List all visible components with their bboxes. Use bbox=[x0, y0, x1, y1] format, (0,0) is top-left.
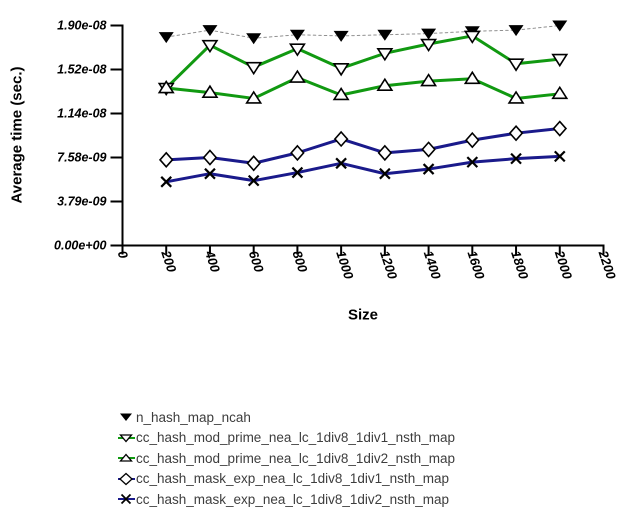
x-marker-icon bbox=[466, 156, 479, 168]
x-tick-label: 2200 bbox=[595, 248, 619, 282]
triangle-up-open-marker-icon bbox=[551, 85, 569, 100]
series-line-n_hash_map_ncah bbox=[165, 25, 561, 39]
x-tick-label: 1600 bbox=[464, 249, 487, 282]
x-tick-label: 1200 bbox=[377, 249, 400, 282]
triangle-down-filled-marker-icon bbox=[421, 28, 437, 40]
x-tick-label: 0 bbox=[115, 249, 132, 261]
y-tick-label: 3.79e-09 bbox=[57, 195, 106, 209]
x-marker-icon bbox=[247, 174, 260, 187]
diamond-open-marker-icon bbox=[246, 155, 261, 172]
diamond-open-marker-icon bbox=[465, 131, 480, 149]
triangle-down-filled-marker-icon bbox=[246, 33, 262, 45]
x-marker-icon bbox=[422, 163, 435, 175]
y-tick-label: 7.58e-09 bbox=[57, 151, 106, 165]
triangle-down-open-marker-icon bbox=[245, 61, 263, 76]
diamond-open-marker-icon bbox=[202, 149, 218, 166]
triangle-up-open-marker-icon bbox=[332, 86, 350, 101]
x-marker-icon bbox=[553, 150, 566, 163]
triangle-up-open-marker-icon bbox=[376, 77, 394, 92]
y-tick-label: 1.90e-08 bbox=[57, 19, 106, 33]
triangle-down-filled-marker-icon bbox=[289, 29, 305, 41]
triangle-up-open-marker-icon bbox=[288, 69, 306, 83]
triangle-down-filled-marker-icon bbox=[202, 25, 218, 37]
triangle-down-open-marker-icon bbox=[420, 38, 438, 53]
legend-label: cc_hash_mask_exp_nea_lc_1div8_1div2_nsth… bbox=[136, 491, 449, 507]
x-tick-label: 200 bbox=[158, 248, 180, 275]
x-tick-label: 800 bbox=[290, 249, 311, 275]
x-tick-label: 1400 bbox=[421, 249, 444, 282]
triangle-up-open-marker-icon bbox=[245, 90, 263, 104]
x-tick-label: 2000 bbox=[552, 248, 576, 282]
triangle-up-open-marker-icon bbox=[420, 73, 438, 87]
triangle-down-open-marker-icon bbox=[376, 47, 394, 62]
triangle-down-open-marker-icon bbox=[463, 30, 481, 44]
legend-diamond-open-icon bbox=[118, 472, 135, 486]
triangle-down-open-marker-icon bbox=[332, 63, 350, 77]
chart-plot-area: 0.00e+00 3.79e-09 7.58e-09 1.14e-08 1.52e-08… bbox=[54, 19, 619, 282]
diamond-open-marker-icon bbox=[421, 141, 436, 158]
diamond-open-marker-icon bbox=[377, 144, 393, 162]
legend-label: cc_hash_mod_prime_nea_lc_1div8_1div2_nst… bbox=[136, 450, 455, 466]
y-tick-label: 1.52e-08 bbox=[57, 63, 106, 77]
x-tick-label: 600 bbox=[246, 249, 267, 275]
triangle-down-open-marker-icon bbox=[288, 43, 306, 57]
triangle-up-open-marker-icon bbox=[201, 84, 219, 98]
legend-label: n_hash_map_ncah bbox=[136, 409, 251, 425]
series-line-cc_hash_mask_exp_nea_lc_1div8_1div2_nsth_map bbox=[164, 154, 562, 184]
diamond-open-marker-icon bbox=[333, 130, 349, 148]
legend-item: cc_hash_mask_exp_nea_lc_1div8_1div2_nsth… bbox=[118, 489, 455, 510]
triangle-up-open-marker-icon bbox=[507, 90, 525, 104]
x-marker-icon bbox=[160, 176, 173, 188]
x-marker-icon bbox=[510, 152, 522, 165]
triangle-down-filled-marker-icon bbox=[333, 30, 349, 42]
y-tick-label: 0.00e+00 bbox=[54, 239, 107, 253]
x-marker-icon bbox=[204, 167, 216, 180]
triangle-down-open-marker-icon bbox=[551, 53, 569, 68]
legend: n_hash_map_ncah cc_hash_mod_prime_nea_lc_… bbox=[118, 407, 455, 510]
legend-item: cc_hash_mask_exp_nea_lc_1div8_1div1_nsth… bbox=[118, 469, 455, 490]
triangle-up-open-marker-icon bbox=[463, 70, 481, 85]
series-line-cc_hash_mod_prime_nea_lc_1div8_1div1_nsth_map bbox=[164, 34, 562, 90]
y-tick-label: 1.14e-08 bbox=[57, 107, 106, 121]
legend-item: cc_hash_mod_prime_nea_lc_1div8_1div2_nst… bbox=[118, 448, 455, 469]
triangle-down-open-marker-icon bbox=[201, 39, 219, 54]
legend-item: cc_hash_mod_prime_nea_lc_1div8_1div1_nst… bbox=[118, 428, 455, 449]
y-axis-title: Average time (sec.) bbox=[8, 66, 26, 204]
series-line-cc_hash_mod_prime_nea_lc_1div8_1div2_nsth_map bbox=[164, 76, 562, 100]
series-line-cc_hash_mask_exp_nea_lc_1div8_1div1_nsth_map bbox=[164, 127, 562, 165]
triangle-down-filled-marker-icon bbox=[508, 25, 524, 37]
triangle-down-filled-marker-icon bbox=[377, 29, 393, 41]
triangle-up-open-marker-icon bbox=[157, 80, 175, 94]
legend-x-icon bbox=[118, 494, 135, 505]
diamond-open-marker-icon bbox=[552, 120, 568, 137]
x-marker-icon bbox=[335, 157, 347, 170]
x-tick-label: 1800 bbox=[508, 249, 531, 282]
legend-label: cc_hash_mod_prime_nea_lc_1div8_1div1_nst… bbox=[136, 430, 455, 446]
legend-triangle-down-filled-icon bbox=[120, 413, 132, 422]
triangle-down-open-marker-icon bbox=[507, 58, 525, 72]
diamond-open-marker-icon bbox=[508, 124, 524, 142]
triangle-down-filled-marker-icon bbox=[552, 20, 568, 32]
x-marker-icon bbox=[291, 166, 304, 179]
x-tick-label: 400 bbox=[202, 248, 224, 275]
legend-label: cc_hash_mask_exp_nea_lc_1div8_1div1_nsth… bbox=[136, 471, 449, 487]
triangle-down-filled-marker-icon bbox=[158, 32, 174, 44]
legend-item: n_hash_map_ncah bbox=[118, 407, 455, 428]
x-marker-icon bbox=[379, 167, 391, 180]
diamond-open-marker-icon bbox=[290, 144, 305, 162]
x-axis-title: Size bbox=[347, 306, 379, 324]
x-tick-label: 1000 bbox=[333, 249, 356, 282]
diamond-open-marker-icon bbox=[158, 151, 174, 169]
legend-triangle-up-open-icon bbox=[118, 453, 135, 462]
legend-triangle-down-open-icon bbox=[118, 434, 135, 443]
